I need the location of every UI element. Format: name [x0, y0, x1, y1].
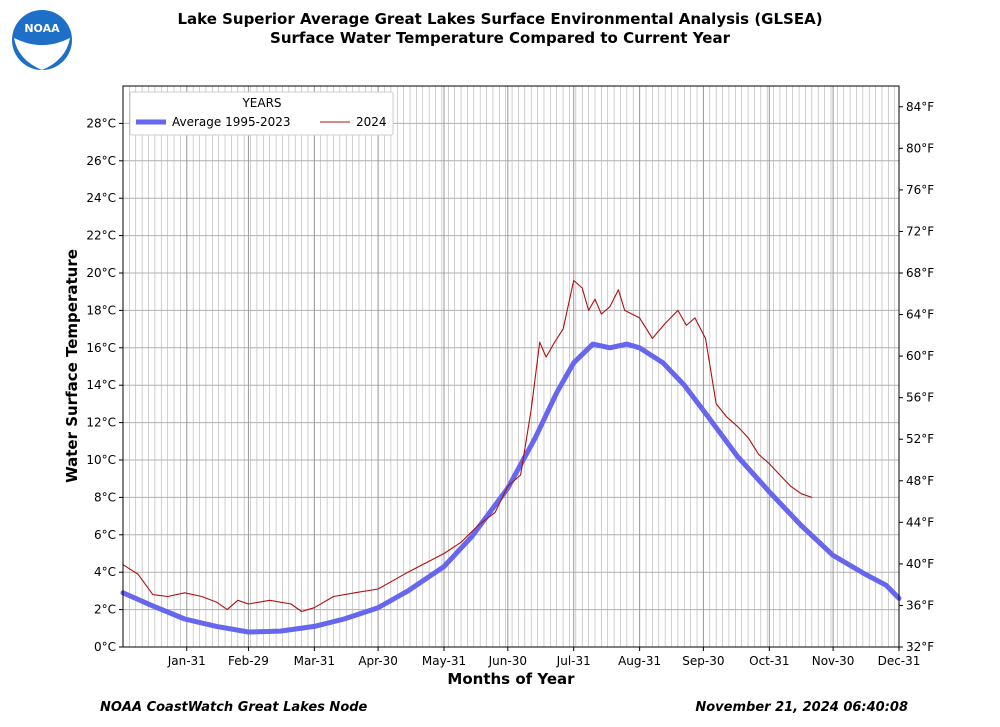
- y-tick-label-left: 22°C: [86, 229, 116, 243]
- chart-title: Lake Superior Average Great Lakes Surfac…: [177, 10, 823, 28]
- y-tick-label-left: 10°C: [86, 453, 116, 467]
- series-line-2024: [122, 279, 813, 613]
- x-tick-label: Oct-31: [749, 654, 789, 668]
- footer-source: NOAA CoastWatch Great Lakes Node: [100, 700, 368, 715]
- y-tick-label-right: 52°F: [906, 432, 934, 446]
- x-tick-label: Jul-31: [556, 654, 591, 668]
- x-tick-label: Jan-31: [167, 654, 206, 668]
- x-tick-label: Apr-30: [358, 654, 398, 668]
- y-tick-label-left: 8°C: [94, 490, 116, 504]
- chart-subtitle: Surface Water Temperature Compared to Cu…: [270, 29, 730, 47]
- y-tick-label-right: 40°F: [906, 557, 934, 571]
- legend-label-average: Average 1995-2023: [172, 115, 291, 129]
- x-tick-label: May-31: [422, 654, 466, 668]
- legend-box: [129, 91, 394, 136]
- y-tick-label-left: 12°C: [86, 416, 116, 430]
- chart-title-block: Lake Superior Average Great Lakes Surfac…: [0, 10, 1000, 48]
- x-tick-label: Feb-29: [228, 654, 269, 668]
- y-tick-label-right: 68°F: [906, 266, 934, 280]
- y-tick-label-right: 80°F: [906, 141, 934, 155]
- y-tick-label-right: 44°F: [906, 515, 934, 529]
- y-axis-right: 32°F 36°F 40°F 44°F 48°F 52°F 56°F 60°F 64°F 68°F…: [899, 100, 934, 654]
- y-tick-label-left: 4°C: [94, 565, 116, 579]
- y-tick-label-left: 18°C: [86, 303, 116, 317]
- legend-label-2024: 2024: [356, 115, 387, 129]
- y-tick-label-left: 24°C: [86, 191, 116, 205]
- y-axis-left: 0°C 2°C 4°C 6°C 8°C 10°C 12°C 14°C 16°C 18°C 20°C 2…: [86, 116, 123, 654]
- y-tick-label-right: 36°F: [906, 598, 934, 612]
- y-tick-label-left: 26°C: [86, 154, 116, 168]
- x-tick-label: Aug-31: [618, 654, 661, 668]
- y-tick-label-left: 28°C: [86, 116, 116, 130]
- x-tick-label: Jun-30: [488, 654, 527, 668]
- series-layer: [120, 279, 902, 635]
- x-tick-label: Dec-31: [878, 654, 921, 668]
- y-tick-label-right: 32°F: [906, 640, 934, 654]
- y-axis-title: Water Surface Temperature: [63, 249, 81, 483]
- legend: YEARS Average 1995-2023 2024: [129, 91, 394, 136]
- x-tick-label: Sep-30: [682, 654, 724, 668]
- footer-timestamp: November 21, 2024 06:40:08: [695, 700, 908, 715]
- y-tick-label-left: 16°C: [86, 341, 116, 355]
- x-axis: Jan-31 Feb-29 Mar-31 Apr-30 May-31 Jun-30 Jul-…: [167, 647, 921, 668]
- plot-frame: [122, 85, 900, 648]
- y-tick-label-right: 64°F: [906, 308, 934, 322]
- x-tick-label: Nov-30: [812, 654, 855, 668]
- x-axis-title: Months of Year: [447, 670, 575, 688]
- grid-lines: [123, 86, 900, 648]
- legend-title: YEARS: [241, 96, 281, 110]
- y-tick-label-right: 56°F: [906, 391, 934, 405]
- y-tick-label-right: 76°F: [906, 183, 934, 197]
- x-tick-label: Mar-31: [294, 654, 335, 668]
- y-tick-label-left: 20°C: [86, 266, 116, 280]
- noaa-seagull-shape: [14, 38, 70, 70]
- y-tick-label-left: 14°C: [86, 378, 116, 392]
- y-tick-label-left: 6°C: [94, 528, 116, 542]
- y-tick-label-right: 84°F: [906, 100, 934, 114]
- noaa-logo-text: NOAA: [24, 22, 60, 35]
- noaa-logo: NOAA: [12, 10, 72, 70]
- y-tick-label-right: 48°F: [906, 474, 934, 488]
- y-tick-label-left: 2°C: [94, 603, 116, 617]
- y-tick-label-right: 60°F: [906, 349, 934, 363]
- series-line-average: [120, 341, 902, 635]
- y-tick-label-right: 72°F: [906, 224, 934, 238]
- y-tick-label-left: 0°C: [94, 640, 116, 654]
